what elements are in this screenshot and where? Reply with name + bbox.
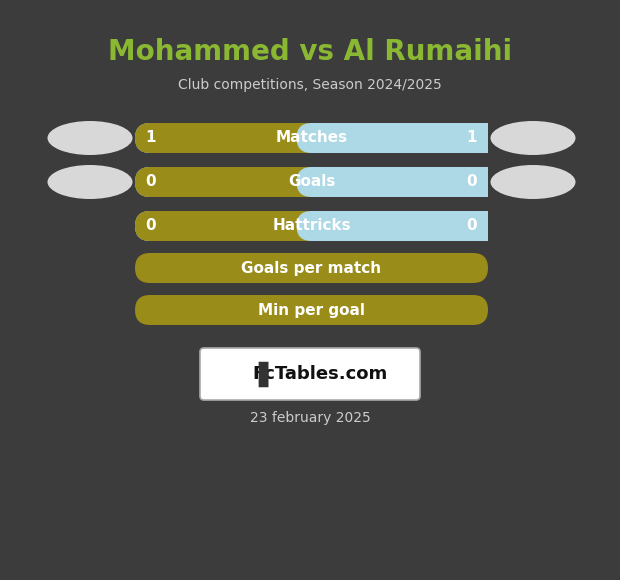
- FancyBboxPatch shape: [135, 123, 488, 153]
- FancyBboxPatch shape: [135, 167, 488, 197]
- Bar: [311, 167, 488, 197]
- Ellipse shape: [48, 165, 133, 199]
- Text: 0: 0: [146, 175, 156, 190]
- Ellipse shape: [48, 121, 133, 155]
- Text: 1: 1: [146, 130, 156, 146]
- Text: 0: 0: [467, 175, 477, 190]
- FancyBboxPatch shape: [296, 123, 488, 153]
- FancyBboxPatch shape: [135, 123, 488, 153]
- Text: Matches: Matches: [275, 130, 348, 146]
- FancyBboxPatch shape: [135, 295, 488, 325]
- Text: 0: 0: [146, 219, 156, 234]
- Text: Club competitions, Season 2024/2025: Club competitions, Season 2024/2025: [178, 78, 442, 92]
- FancyBboxPatch shape: [296, 167, 488, 197]
- Text: FcTables.com: FcTables.com: [252, 365, 388, 383]
- FancyBboxPatch shape: [135, 211, 488, 241]
- Text: Goals: Goals: [288, 175, 335, 190]
- Ellipse shape: [490, 165, 575, 199]
- Text: 23 february 2025: 23 february 2025: [250, 411, 370, 425]
- FancyBboxPatch shape: [135, 211, 488, 241]
- Bar: [311, 123, 488, 153]
- FancyBboxPatch shape: [296, 211, 488, 241]
- Ellipse shape: [490, 121, 575, 155]
- Text: 1: 1: [467, 130, 477, 146]
- FancyBboxPatch shape: [135, 253, 488, 283]
- Text: Hattricks: Hattricks: [272, 219, 351, 234]
- Text: 0: 0: [467, 219, 477, 234]
- Text: ▐: ▐: [249, 361, 268, 387]
- Text: Goals per match: Goals per match: [241, 260, 381, 276]
- FancyBboxPatch shape: [135, 167, 488, 197]
- FancyBboxPatch shape: [200, 348, 420, 400]
- Text: Min per goal: Min per goal: [258, 303, 365, 317]
- Text: Mohammed vs Al Rumaihi: Mohammed vs Al Rumaihi: [108, 38, 512, 66]
- Bar: [311, 211, 488, 241]
